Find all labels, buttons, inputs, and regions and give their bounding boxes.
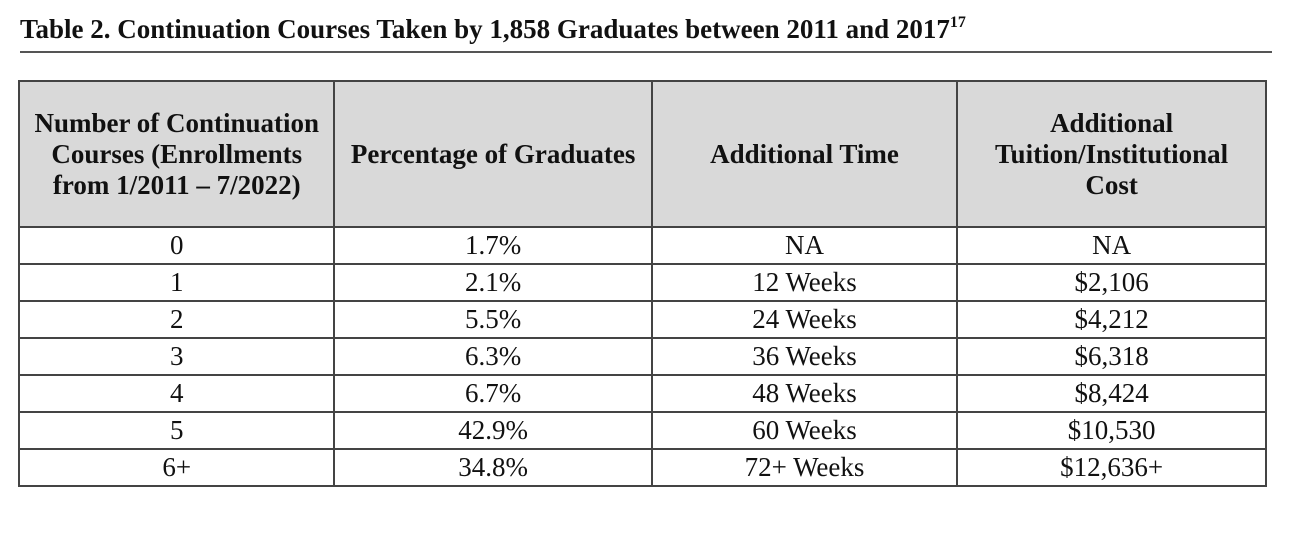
table-cell: 12 Weeks [650, 263, 959, 302]
table-cell: 4 [17, 374, 336, 413]
column-header: Percentage of Graduates [333, 80, 653, 228]
table-cell: 60 Weeks [650, 411, 959, 450]
table-title: Table 2. Continuation Courses Taken by 1… [20, 14, 1272, 53]
data-table: Number of Continuation Courses (Enrollme… [17, 80, 1267, 487]
table-row: 1 2.1% 12 Weeks $2,106 [17, 263, 1267, 302]
table-row: 4 6.7% 48 Weeks $8,424 [17, 374, 1267, 413]
table-cell: $12,636+ [956, 448, 1267, 487]
table-row: 6+ 34.8% 72+ Weeks $12,636+ [17, 448, 1267, 487]
column-header: Additional Tuition/Institutional Cost [956, 80, 1267, 228]
table-cell: 3 [17, 337, 336, 376]
table-cell: 2 [17, 300, 336, 339]
table-cell: 6+ [17, 448, 336, 487]
header-row: Number of Continuation Courses (Enrollme… [17, 80, 1267, 228]
table-cell: 2.1% [333, 263, 653, 302]
title-text: Table 2. Continuation Courses Taken by 1… [20, 14, 950, 44]
table-cell: 24 Weeks [650, 300, 959, 339]
table-cell: 6.7% [333, 374, 653, 413]
table-cell: $6,318 [956, 337, 1267, 376]
table-cell: 0 [17, 226, 336, 265]
table-cell: 34.8% [333, 448, 653, 487]
table-row: 2 5.5% 24 Weeks $4,212 [17, 300, 1267, 339]
table-cell: $8,424 [956, 374, 1267, 413]
table-cell: 72+ Weeks [650, 448, 959, 487]
table-row: 5 42.9% 60 Weeks $10,530 [17, 411, 1267, 450]
table-cell: NA [956, 226, 1267, 265]
table-cell: 5.5% [333, 300, 653, 339]
table-row: 3 6.3% 36 Weeks $6,318 [17, 337, 1267, 376]
table-cell: $4,212 [956, 300, 1267, 339]
table-cell: 6.3% [333, 337, 653, 376]
table-row: 0 1.7% NA NA [17, 226, 1267, 265]
footnote-marker: 17 [949, 14, 966, 31]
table-cell: 48 Weeks [650, 374, 959, 413]
column-header: Number of Continuation Courses (Enrollme… [17, 80, 336, 228]
table-cell: $10,530 [956, 411, 1267, 450]
table-cell: 1 [17, 263, 336, 302]
table-cell: NA [650, 226, 959, 265]
table-cell: $2,106 [956, 263, 1267, 302]
table-cell: 1.7% [333, 226, 653, 265]
table-cell: 36 Weeks [650, 337, 959, 376]
table-body: 0 1.7% NA NA 1 2.1% 12 Weeks $2,106 2 5.5% 24 Week… [17, 226, 1267, 487]
column-header: Additional Time [650, 80, 959, 228]
table-cell: 42.9% [333, 411, 653, 450]
table-cell: 5 [17, 411, 336, 450]
